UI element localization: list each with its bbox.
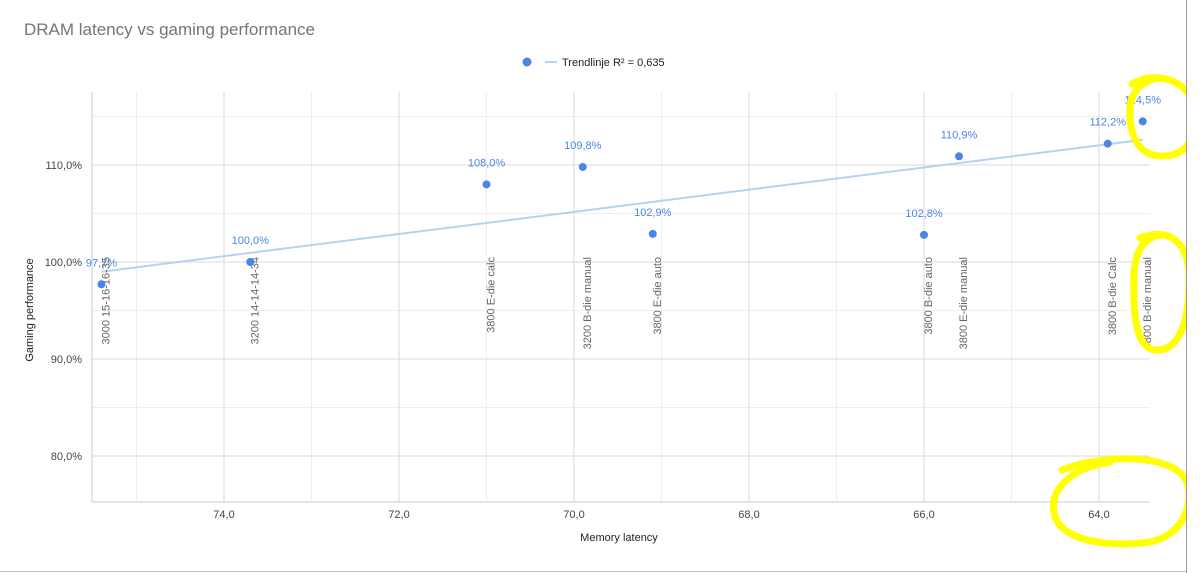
highlight-circle-top [1126,74,1186,160]
data-point [97,280,106,289]
data-point [246,258,255,266]
point-annotations: 3000 15-16-16-35 3200 14-14-14-34 3800 E-d… [101,257,1154,350]
y-tick-label: 100,0% [45,257,83,269]
legend[interactable]: Trendlinje R² = 0,635 [522,57,665,69]
legend-trendline-label: Trendlinje R² = 0,635 [562,57,665,69]
x-tick-label: 70,0 [563,509,584,521]
highlight-circle-middle [1130,230,1186,354]
point-annotation: 3800 E-die auto [652,257,664,335]
y-tick-label: 90,0% [51,354,82,366]
point-annotation: 3800 E-die manual [958,257,970,349]
highlight-circles [1050,74,1186,548]
x-tick-label: 68,0 [738,509,759,521]
y-axis-title: Gaming performance [24,258,36,361]
data-label: 100,0% [232,235,270,247]
x-tick-label: 74,0 [213,509,234,521]
data-label: 97,7% [86,257,117,269]
x-axis-ticks: 74,0 72,0 70,0 68,0 66,0 64,0 [213,509,1109,521]
y-axis-ticks: 80,0% 90,0% 100,0% 110,0% [45,160,83,463]
point-annotation: 3800 E-die calc [486,257,498,333]
data-points [97,117,1147,289]
data-label: 102,9% [634,207,672,219]
x-tick-label: 72,0 [388,509,409,521]
data-point [1103,139,1112,148]
point-annotation: 3000 15-16-16-35 [101,257,113,344]
data-point [578,162,587,171]
minor-gridlines [92,92,1150,502]
trendline [101,138,1143,273]
x-axis-title: Memory latency [580,532,658,544]
data-point [482,180,491,189]
legend-point-marker [522,57,532,67]
data-point [920,230,928,239]
major-gridlines [91,92,1150,503]
data-label: 110,9% [941,129,978,141]
chart-title: DRAM latency vs gaming performance [24,20,315,39]
y-tick-label: 80,0% [51,451,82,463]
data-point [648,229,657,238]
data-label: 108,0% [468,157,506,169]
point-annotation: 3200 14-14-14-34 [249,257,261,344]
highlight-circle-bottom [1050,455,1186,548]
point-annotation: 3800 B-die auto [923,257,935,335]
data-labels: 97,7% 100,0% 108,0% 109,8% 102,9% 102,8% 110,9… [86,94,1161,269]
point-annotation: 3800 B-die Calc [1107,257,1119,336]
x-tick-label: 66,0 [913,509,934,521]
point-annotation: 3800 B-die manual [1142,257,1154,349]
data-label: 102,8% [905,208,943,220]
y-tick-label: 110,0% [46,160,83,172]
window-edge-right [1186,0,1187,573]
data-point [1138,117,1147,126]
window-edge-bottom [0,571,1186,572]
data-label: 109,8% [564,140,602,152]
point-annotation: 3200 B-die manual [582,257,594,349]
data-point [955,152,963,161]
data-label: 112,2% [1090,117,1127,129]
x-tick-label: 64,0 [1088,509,1109,521]
